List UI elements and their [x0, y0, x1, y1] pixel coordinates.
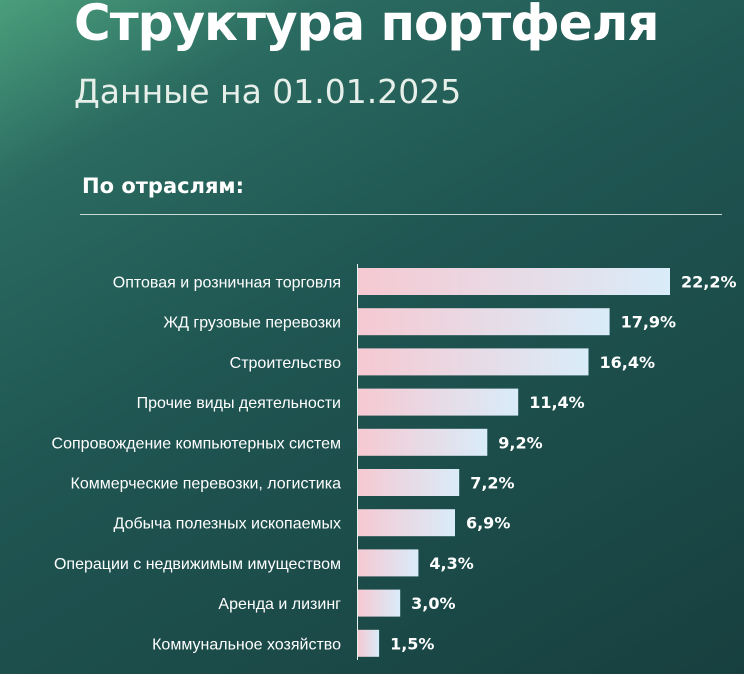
value-label: 17,9% [621, 313, 677, 332]
bar [358, 428, 488, 456]
bar [358, 629, 380, 657]
page-title: Структура портфеля [74, 0, 659, 52]
category-label: Добыча полезных ископаемых [114, 516, 341, 533]
category-label: Операции с недвижимым имуществом [54, 556, 341, 573]
value-label: 6,9% [466, 514, 510, 533]
category-label: Аренда и лизинг [218, 596, 341, 613]
value-label: 11,4% [529, 393, 585, 412]
value-label: 7,2% [470, 474, 514, 493]
page-subtitle: Данные на 01.01.2025 [74, 72, 462, 111]
category-label: Прочие виды деятельности [137, 395, 341, 412]
category-label: ЖД грузовые перевозки [163, 315, 341, 332]
value-label: 3,0% [411, 594, 455, 613]
category-label: Коммерческие перевозки, логистика [71, 476, 342, 493]
category-label: Строительство [230, 355, 341, 372]
value-label: 22,2% [681, 273, 737, 292]
value-label: 1,5% [390, 634, 434, 653]
bar [358, 589, 401, 617]
category-label: Оптовая и розничная торговля [113, 275, 341, 292]
value-label: 4,3% [429, 554, 473, 573]
bar [358, 469, 460, 496]
section-title: По отраслям: [82, 174, 244, 198]
value-label: 9,2% [498, 433, 542, 452]
value-label: 16,4% [599, 353, 655, 372]
bar [358, 348, 589, 376]
bar [358, 509, 455, 537]
bar [358, 388, 519, 416]
category-label: Коммунальное хозяйство [152, 636, 341, 653]
bar [358, 308, 610, 336]
section-divider [80, 214, 722, 215]
bar [358, 268, 670, 295]
category-label: Сопровождение компьютерных систем [52, 435, 341, 452]
bar [358, 549, 419, 577]
